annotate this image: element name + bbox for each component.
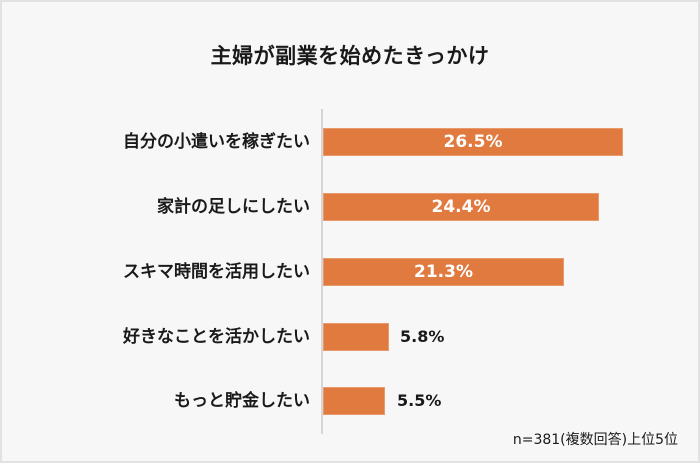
bar-row: もっと貯金したい 5.5%	[0, 387, 700, 415]
bar-row: 好きなことを活かしたい 5.8%	[0, 323, 700, 351]
category-label: 家計の足しにしたい	[157, 197, 310, 217]
category-label: スキマ時間を活用したい	[123, 262, 310, 282]
bar	[323, 193, 599, 221]
value-label: 5.5%	[397, 391, 442, 410]
value-label: 5.8%	[400, 327, 445, 346]
category-label: 好きなことを活かしたい	[123, 327, 310, 347]
value-label: 26.5%	[443, 132, 503, 152]
bar	[323, 258, 564, 286]
bar	[323, 128, 623, 156]
sample-size-note: n=381(複数回答)上位5位	[512, 432, 678, 448]
category-axis-line	[321, 109, 323, 434]
bar	[323, 323, 389, 351]
category-label: 自分の小遣いを稼ぎたい	[123, 132, 310, 152]
chart-title: 主婦が副業を始めたきっかけ	[210, 44, 490, 68]
value-label: 21.3%	[414, 262, 473, 282]
bar	[323, 387, 385, 415]
category-label: もっと貯金したい	[174, 391, 310, 411]
bar-row: 家計の足しにしたい 24.4%	[0, 193, 700, 221]
value-label: 24.4%	[431, 197, 491, 217]
bar-row: スキマ時間を活用したい 21.3%	[0, 258, 700, 286]
bar-row: 自分の小遣いを稼ぎたい 26.5%	[0, 128, 700, 156]
